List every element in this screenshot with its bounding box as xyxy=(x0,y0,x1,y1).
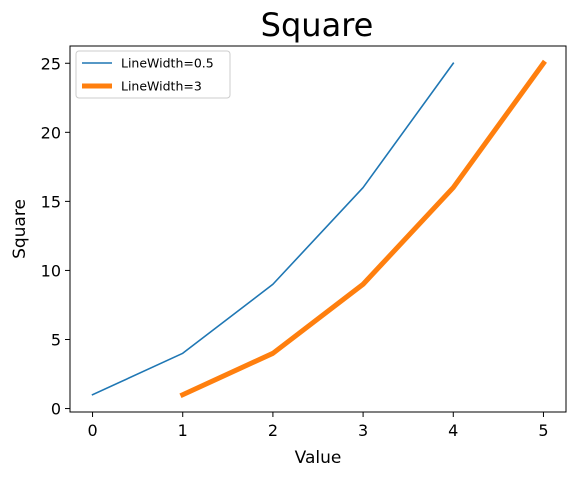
x-tick-label: 1 xyxy=(178,421,188,440)
x-tick-label: 3 xyxy=(358,421,368,440)
plot-frame xyxy=(69,45,567,413)
y-tick-label: 10 xyxy=(41,261,61,280)
y-tick-label: 15 xyxy=(41,192,61,211)
y-tick-label: 25 xyxy=(41,54,61,73)
y-axis-label: Square xyxy=(10,199,30,259)
legend: LineWidth=0.5 LineWidth=3 xyxy=(75,50,231,99)
y-axis: 0 5 10 15 20 25 xyxy=(41,54,70,419)
x-tick-label: 5 xyxy=(538,421,548,440)
series-layer xyxy=(91,59,547,399)
x-tick-label: 0 xyxy=(87,421,97,440)
series-line-2 xyxy=(179,59,547,399)
y-tick-label: 5 xyxy=(51,330,61,349)
series-line-1 xyxy=(91,62,455,396)
x-axis: 0 1 2 3 4 5 xyxy=(87,412,549,440)
y-tick-label: 20 xyxy=(41,123,61,142)
plot-area: 0 1 2 3 4 5 0 5 10 15 20 25 xyxy=(41,45,567,440)
legend-box xyxy=(75,50,231,99)
x-axis-label: Value xyxy=(295,448,342,468)
legend-label-2: LineWidth=3 xyxy=(121,79,202,94)
legend-label-1: LineWidth=0.5 xyxy=(121,56,214,71)
x-tick-label: 2 xyxy=(268,421,278,440)
chart-title: Square xyxy=(261,6,374,44)
y-tick-label: 0 xyxy=(51,400,61,419)
x-tick-label: 4 xyxy=(448,421,458,440)
